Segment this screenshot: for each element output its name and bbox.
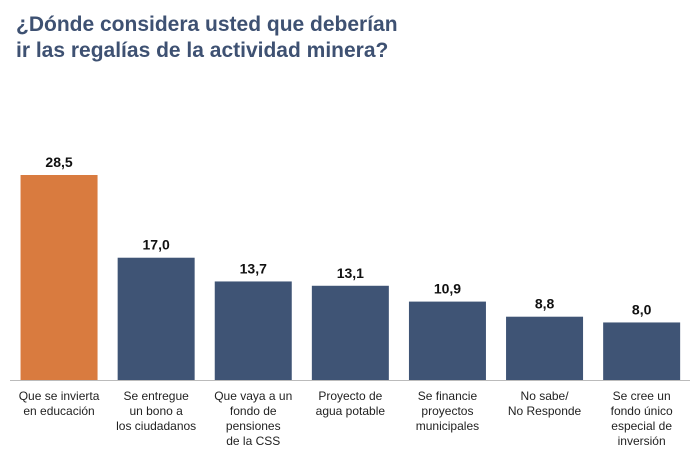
- value-label: 17,0: [143, 237, 170, 253]
- bar: [506, 316, 584, 380]
- chart-title: ¿Dónde considera usted que deberían ir l…: [16, 13, 398, 62]
- x-tick-label: Se cree un fondo único especial de inver…: [610, 389, 673, 448]
- value-label: 13,1: [337, 265, 364, 281]
- bar: [117, 257, 195, 380]
- x-tick-label: No sabe/ No Responde: [507, 389, 582, 418]
- bar: [408, 301, 486, 380]
- bar: [603, 322, 681, 380]
- bar: [214, 281, 292, 380]
- value-label: 13,7: [240, 260, 267, 276]
- value-label: 8,0: [632, 301, 652, 317]
- value-label: 10,9: [434, 281, 461, 297]
- x-tick-label: Que vaya a un fondo de pensiones de la C…: [214, 389, 293, 448]
- x-tick-label: Proyecto de agua potable: [315, 389, 386, 418]
- x-tick-label: Se entregue un bono a los ciudadanos: [116, 389, 197, 433]
- bar: [20, 175, 98, 380]
- x-tick-label: Se financie proyectos municipales: [415, 389, 480, 433]
- bar: [311, 285, 389, 380]
- value-label: 8,8: [535, 296, 555, 312]
- value-label: 28,5: [45, 154, 72, 170]
- x-tick-label: Que se invierta en educación: [18, 389, 100, 418]
